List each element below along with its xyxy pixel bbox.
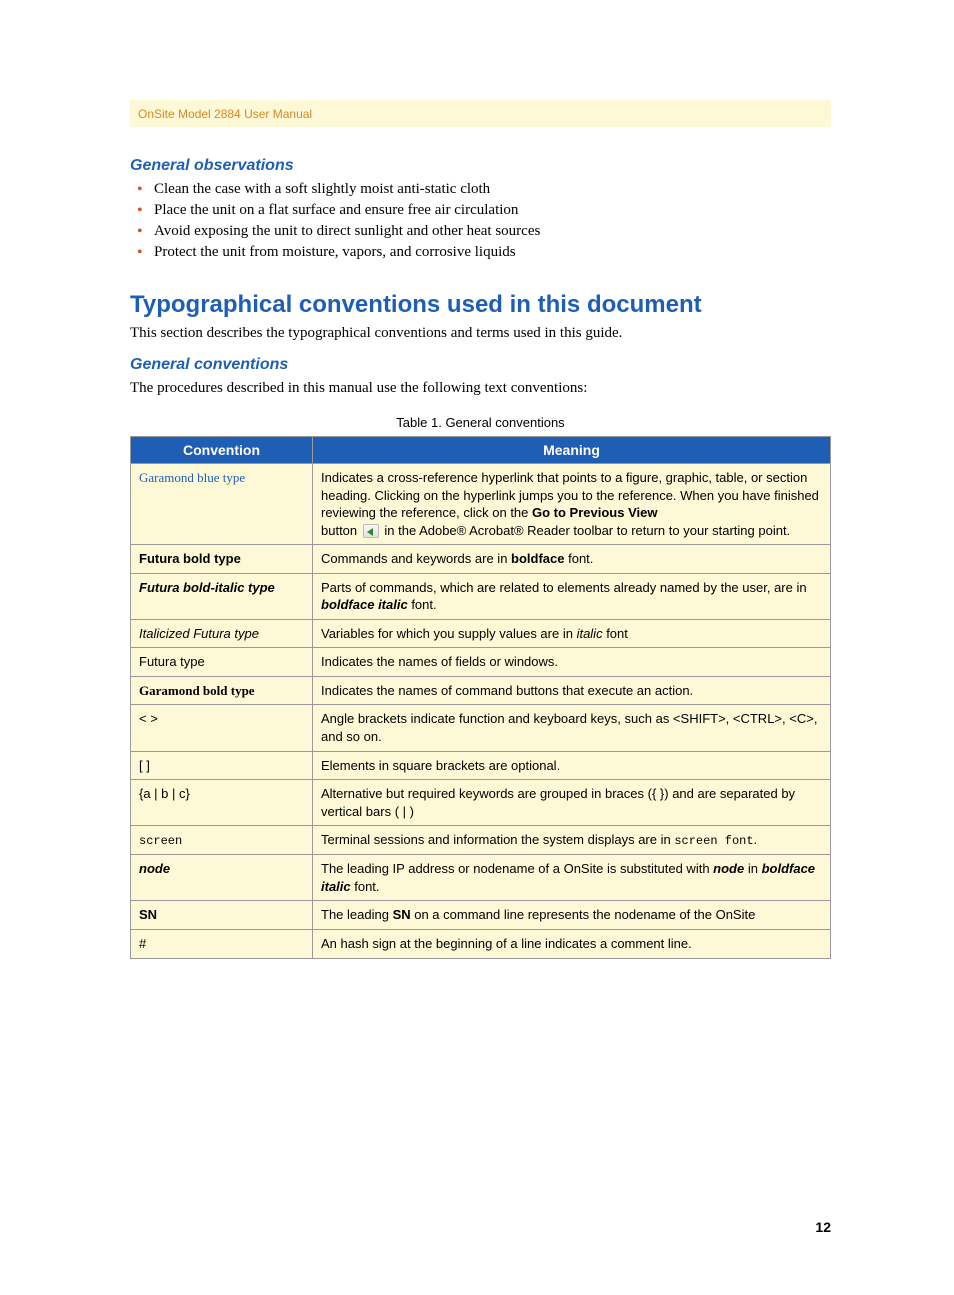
table-row: Futura bold typeCommands and keywords ar… <box>131 545 831 574</box>
general-conventions-heading: General conventions <box>130 356 831 374</box>
table-row: Garamond bold typeIndicates the names of… <box>131 676 831 705</box>
table-header-row: Convention Meaning <box>131 437 831 464</box>
convention-cell: # <box>131 930 313 959</box>
meaning-cell: Commands and keywords are in boldface fo… <box>313 545 831 574</box>
observation-item: Protect the unit from moisture, vapors, … <box>154 244 831 261</box>
table-row: screenTerminal sessions and information … <box>131 826 831 855</box>
section-intro-text: This section describes the typographical… <box>130 325 831 342</box>
table-row: Garamond blue typeIndicates a cross-refe… <box>131 464 831 545</box>
conventions-table: Convention Meaning Garamond blue typeInd… <box>130 436 831 959</box>
conventions-intro-text: The procedures described in this manual … <box>130 380 831 397</box>
meaning-cell: Indicates the names of fields or windows… <box>313 648 831 677</box>
general-observations-heading: General observations <box>130 157 831 175</box>
meaning-cell: The leading SN on a command line represe… <box>313 901 831 930</box>
meaning-cell: Alternative but required keywords are gr… <box>313 780 831 826</box>
document-page: OnSite Model 2884 User Manual General ob… <box>0 0 954 1295</box>
table-row: Futura bold-italic typeParts of commands… <box>131 573 831 619</box>
observation-item: Clean the case with a soft slightly mois… <box>154 181 831 198</box>
meaning-cell: Indicates the names of command buttons t… <box>313 676 831 705</box>
table-caption: Table 1. General conventions <box>130 415 831 430</box>
table-row: SNThe leading SN on a command line repre… <box>131 901 831 930</box>
page-number: 12 <box>130 1219 831 1235</box>
observation-item: Avoid exposing the unit to direct sunlig… <box>154 223 831 240</box>
page-header-bar: OnSite Model 2884 User Manual <box>130 100 831 127</box>
table-row: [ ]Elements in square brackets are optio… <box>131 751 831 780</box>
meaning-cell: Angle brackets indicate function and key… <box>313 705 831 751</box>
meaning-cell: Terminal sessions and information the sy… <box>313 826 831 855</box>
convention-cell: {a | b | c} <box>131 780 313 826</box>
convention-cell: Italicized Futura type <box>131 619 313 648</box>
meaning-cell: The leading IP address or nodename of a … <box>313 855 831 901</box>
observation-item: Place the unit on a flat surface and ens… <box>154 202 831 219</box>
header-title: OnSite Model 2884 User Manual <box>138 107 312 121</box>
meaning-cell: Parts of commands, which are related to … <box>313 573 831 619</box>
table-row: < >Angle brackets indicate function and … <box>131 705 831 751</box>
col-convention-header: Convention <box>131 437 313 464</box>
convention-cell: Futura type <box>131 648 313 677</box>
convention-cell: node <box>131 855 313 901</box>
convention-cell: Garamond blue type <box>131 464 313 545</box>
convention-cell: Futura bold-italic type <box>131 573 313 619</box>
convention-cell: < > <box>131 705 313 751</box>
col-meaning-header: Meaning <box>313 437 831 464</box>
observations-list: Clean the case with a soft slightly mois… <box>130 181 831 261</box>
typographical-conventions-heading: Typographical conventions used in this d… <box>130 291 831 319</box>
table-row: Futura typeIndicates the names of fields… <box>131 648 831 677</box>
table-row: #An hash sign at the beginning of a line… <box>131 930 831 959</box>
convention-cell: [ ] <box>131 751 313 780</box>
meaning-cell: Indicates a cross-reference hyperlink th… <box>313 464 831 545</box>
table-row: {a | b | c}Alternative but required keyw… <box>131 780 831 826</box>
meaning-cell: An hash sign at the beginning of a line … <box>313 930 831 959</box>
table-row: nodeThe leading IP address or nodename o… <box>131 855 831 901</box>
convention-cell: Garamond bold type <box>131 676 313 705</box>
convention-cell: screen <box>131 826 313 855</box>
convention-cell: Futura bold type <box>131 545 313 574</box>
meaning-cell: Elements in square brackets are optional… <box>313 751 831 780</box>
go-previous-icon <box>363 524 379 538</box>
meaning-cell: Variables for which you supply values ar… <box>313 619 831 648</box>
table-row: Italicized Futura typeVariables for whic… <box>131 619 831 648</box>
convention-cell: SN <box>131 901 313 930</box>
